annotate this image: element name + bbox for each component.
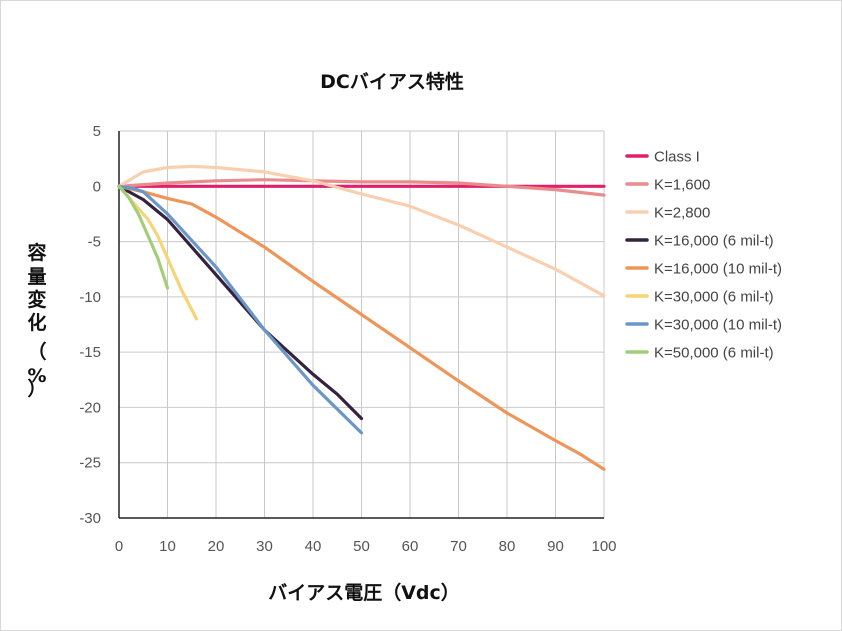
y-axis-title-char: % — [27, 365, 46, 387]
x-tick-label: 0 — [115, 538, 123, 555]
y-tick-label: -10 — [79, 289, 101, 306]
series-line — [117, 184, 170, 290]
y-tick-label: -5 — [88, 234, 101, 251]
series-line — [117, 178, 606, 197]
legend-label: K=1,600 — [654, 177, 710, 194]
x-tick-label: 90 — [547, 538, 564, 555]
x-tick-label: 60 — [402, 538, 419, 555]
x-tick-label: 40 — [305, 538, 322, 555]
legend-label: K=16,000 (6 mil-t) — [654, 233, 774, 250]
legend-label: K=2,800 — [654, 205, 710, 222]
series-line — [117, 164, 606, 298]
series-lines — [117, 164, 606, 471]
legend-label: Class I — [654, 149, 700, 166]
series-line — [117, 184, 364, 421]
x-tick-label: 70 — [450, 538, 467, 555]
legend-label: K=50,000 (6 mil-t) — [654, 345, 774, 362]
series-line — [117, 184, 606, 471]
x-tick-label: 10 — [159, 538, 176, 555]
y-tick-label: 0 — [93, 178, 101, 195]
x-tick-label: 20 — [208, 538, 225, 555]
y-axis-title-char: 化 — [27, 311, 46, 334]
x-tick-label: 30 — [256, 538, 273, 555]
legend-label: K=16,000 (10 mil-t) — [654, 261, 782, 278]
y-axis-title-char: ） — [27, 377, 46, 400]
series-line — [117, 184, 364, 435]
legend-label: K=30,000 (10 mil-t) — [654, 317, 782, 334]
x-tick-labels: 0 10 20 30 40 50 60 70 80 90 100 — [115, 538, 617, 555]
y-tick-label: -20 — [79, 399, 101, 416]
y-tick-label: -30 — [79, 510, 101, 527]
chart-title: DCバイアス特性 — [320, 70, 464, 93]
y-axis-title-char: 量 — [27, 266, 46, 288]
y-axis-title-char: 容 — [27, 241, 46, 264]
y-tick-label: -15 — [79, 344, 101, 361]
y-axis-title-char: 変 — [27, 288, 46, 311]
x-tick-label: 80 — [499, 538, 516, 555]
x-tick-label: 100 — [591, 538, 616, 555]
y-axis-title-char: （ — [27, 340, 46, 363]
y-tick-label: -25 — [79, 455, 101, 472]
y-tick-label: 5 — [93, 123, 101, 140]
axes — [118, 131, 604, 519]
y-tick-labels: 5 0 -5 -10 -15 -20 -25 -30 — [79, 123, 101, 527]
legend-label: K=30,000 (6 mil-t) — [654, 289, 774, 306]
x-axis-title: バイアス電圧（Vdc） — [268, 581, 460, 604]
legend: Class I K=1,600 K=2,800 K=16,000 (6 mil-t) K… — [625, 149, 782, 362]
x-tick-label: 50 — [353, 538, 370, 555]
